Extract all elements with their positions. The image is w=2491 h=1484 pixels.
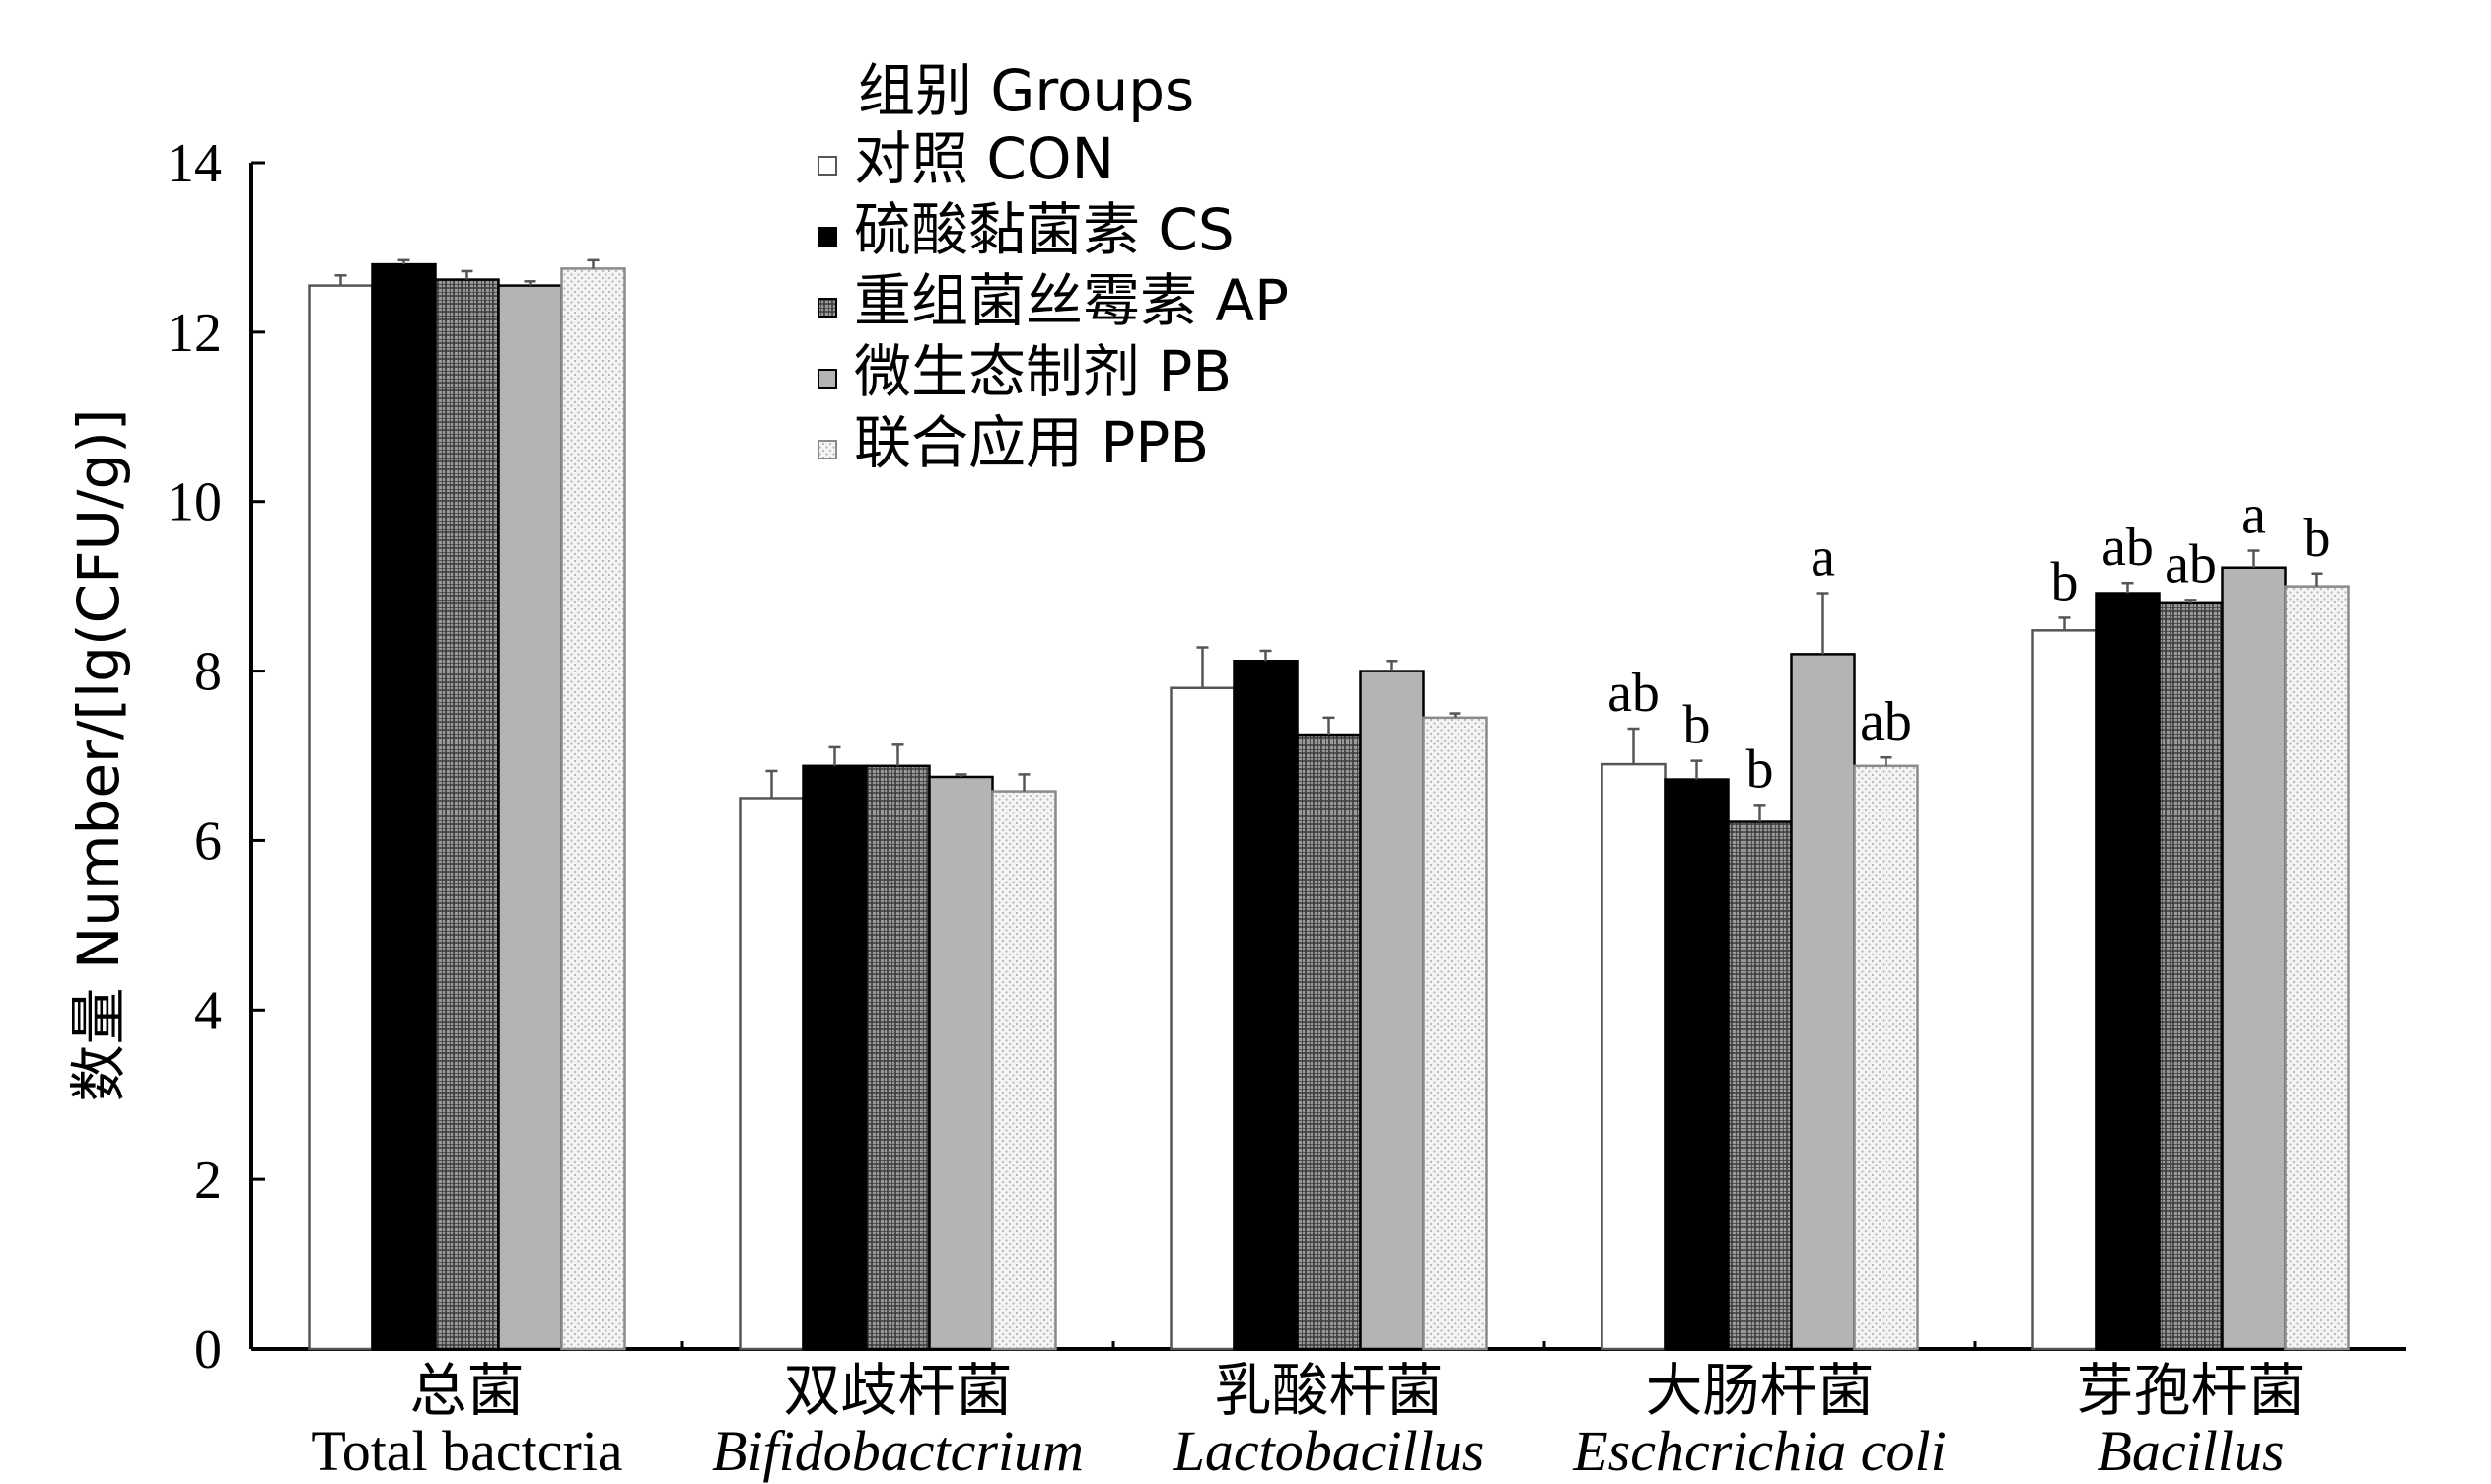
bar — [865, 764, 931, 1351]
significance-label: a — [2242, 485, 2266, 546]
bar — [1664, 778, 1730, 1351]
bar — [2284, 585, 2350, 1351]
legend-swatch — [818, 440, 837, 459]
legend-swatch — [818, 369, 837, 389]
y-ticks: 0 2 4 6 8 10 12 14 — [167, 133, 265, 1380]
significance-label: b — [1683, 695, 1711, 756]
y-tick-label: 0 — [194, 1319, 222, 1380]
category-label-en: Total bactcria — [311, 1419, 622, 1483]
legend-title: 组别 Groups — [858, 57, 1194, 124]
bar — [1233, 660, 1299, 1351]
legend-label: 微生态制剂 PB — [854, 338, 1232, 405]
category-label-en: Bacillus — [2097, 1419, 2284, 1483]
category-label-en: Lactobacillus — [1173, 1419, 1485, 1483]
bar — [1790, 653, 1856, 1351]
bar — [1601, 762, 1667, 1351]
y-tick-label: 2 — [194, 1150, 222, 1211]
category-label-cn: 大肠杆菌 — [1645, 1357, 1874, 1424]
category-label-en: Eschcrichia coli — [1572, 1419, 1947, 1483]
bar — [991, 790, 1057, 1351]
legend-swatch — [818, 298, 837, 318]
y-tick-label: 14 — [167, 133, 222, 194]
bar — [1296, 733, 1362, 1351]
significance-label: ab — [1860, 691, 1912, 752]
legend-label: 对照 CON — [854, 125, 1114, 192]
bar — [802, 764, 868, 1351]
bar — [2095, 592, 2161, 1351]
bar — [497, 284, 563, 1351]
legend-swatch — [818, 227, 837, 247]
significance-label: ab — [2165, 533, 2217, 595]
bar — [1853, 764, 1919, 1351]
bar — [2158, 601, 2224, 1351]
significance-label: b — [2304, 508, 2331, 569]
x-ticks — [680, 1341, 1977, 1349]
legend-label: 重组菌丝霉素 AP — [854, 267, 1289, 334]
category-label-cn: 乳酸杆菌 — [1214, 1357, 1443, 1424]
significance-label: b — [2051, 551, 2079, 612]
significance-label: b — [1746, 739, 1774, 800]
bar — [739, 797, 805, 1351]
significance-label: ab — [1607, 663, 1660, 724]
legend-label: 硫酸黏菌素 CS — [854, 196, 1235, 263]
bar — [308, 284, 374, 1351]
bar — [560, 267, 626, 1351]
significance-label: ab — [2101, 517, 2154, 578]
y-axis-label: 数量 Number/[lg(CFU/g)] — [65, 408, 132, 1101]
category-label-cn: 芽孢杆菌 — [2076, 1357, 2305, 1424]
significance-label: a — [1811, 528, 1835, 589]
legend-label: 联合应用 PPB — [854, 409, 1209, 476]
y-tick-label: 4 — [194, 980, 222, 1041]
y-tick-label: 12 — [167, 303, 222, 364]
bar — [1359, 670, 1425, 1351]
y-tick-label: 8 — [194, 642, 222, 703]
y-tick-label: 6 — [194, 811, 222, 872]
y-tick-label: 10 — [167, 472, 222, 533]
bar — [1727, 820, 1793, 1351]
legend-swatch — [818, 156, 837, 176]
bar — [928, 775, 994, 1351]
bar — [2031, 629, 2098, 1351]
bar — [1422, 716, 1488, 1351]
category-label-en: Bifidobactcrium — [712, 1419, 1084, 1483]
bar — [434, 278, 500, 1351]
category-label-cn: 总菌 — [409, 1357, 524, 1424]
bar — [371, 262, 437, 1351]
category-label-cn: 双歧杆菌 — [783, 1357, 1012, 1424]
bar — [2221, 566, 2287, 1351]
bar — [1170, 686, 1236, 1351]
